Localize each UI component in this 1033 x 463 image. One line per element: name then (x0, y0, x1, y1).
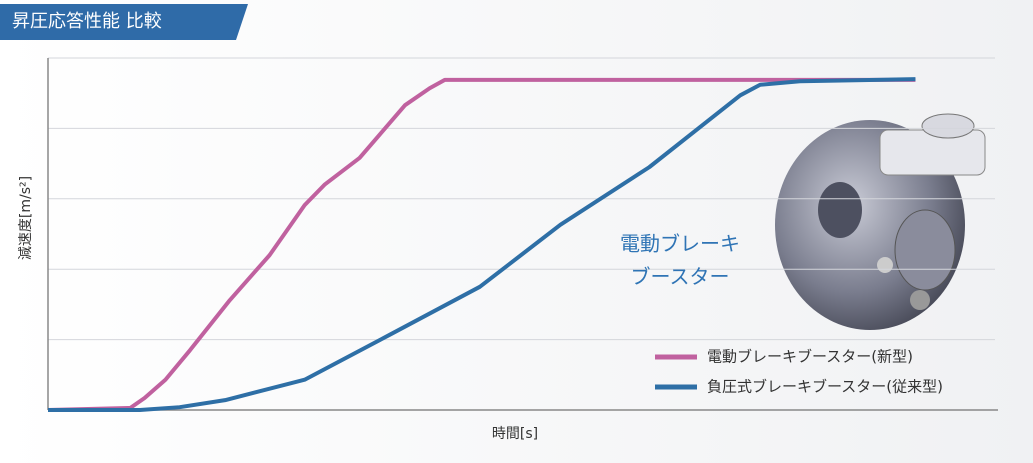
title-banner (0, 4, 248, 40)
legend-label: 負圧式ブレーキブースター(従来型) (707, 378, 943, 396)
product-image (775, 113, 986, 330)
legend-label: 電動ブレーキブースター(新型) (707, 348, 913, 366)
annotation: 電動ブレーキ (620, 232, 740, 256)
y-axis-label: 減速度[m/s²] (17, 176, 34, 260)
x-axis-label: 時間[s] (492, 426, 538, 442)
series-line (47, 77, 916, 412)
series-line (48, 77, 916, 412)
chart-title: 昇圧応答性能 比較 (12, 11, 162, 32)
annotation: ブースター (631, 265, 730, 289)
